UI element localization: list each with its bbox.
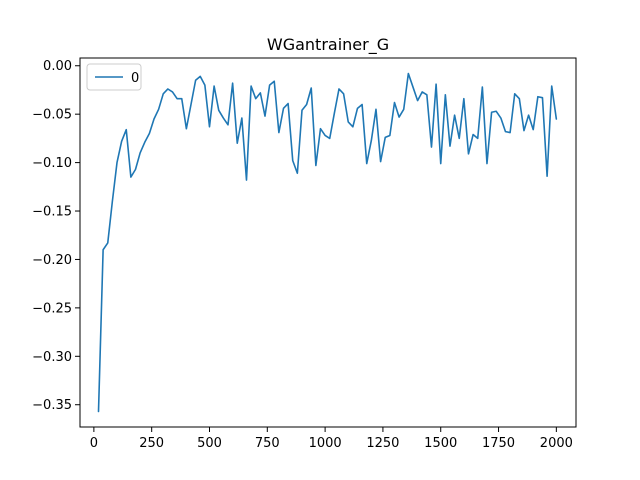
y-tick-label: 0.00 bbox=[43, 59, 72, 74]
y-tick-label: −0.25 bbox=[32, 301, 72, 316]
x-tick-label: 500 bbox=[197, 436, 222, 451]
series-layer bbox=[97, 72, 558, 413]
x-axis: 0 250 500 750 1000 1250 1500 1750 2000 bbox=[90, 427, 573, 451]
plot-frame bbox=[79, 57, 577, 428]
x-tick-label: 1750 bbox=[482, 436, 515, 451]
legend: 0 bbox=[86, 63, 142, 91]
y-tick-label: −0.20 bbox=[32, 253, 72, 268]
chart-title: WGantrainer_G bbox=[267, 35, 389, 55]
x-tick-label: 1000 bbox=[309, 436, 342, 451]
series-line bbox=[97, 72, 558, 413]
x-tick-label: 1500 bbox=[424, 436, 457, 451]
y-tick-label: −0.35 bbox=[32, 398, 72, 413]
x-tick-label: 750 bbox=[255, 436, 280, 451]
x-tick-label: 2000 bbox=[540, 436, 573, 451]
x-tick-label: 250 bbox=[139, 436, 164, 451]
y-tick-label: −0.10 bbox=[32, 156, 72, 171]
y-tick-label: −0.30 bbox=[32, 350, 72, 365]
x-tick-label: 0 bbox=[90, 436, 98, 451]
y-axis: 0.00 −0.05 −0.10 −0.15 −0.20 −0.25 −0.30 −0.35 bbox=[32, 59, 80, 413]
y-tick-label: −0.05 bbox=[32, 108, 72, 123]
y-tick-label: −0.15 bbox=[32, 205, 72, 220]
legend-label: 0 bbox=[131, 71, 139, 86]
x-tick-label: 1250 bbox=[366, 436, 399, 451]
